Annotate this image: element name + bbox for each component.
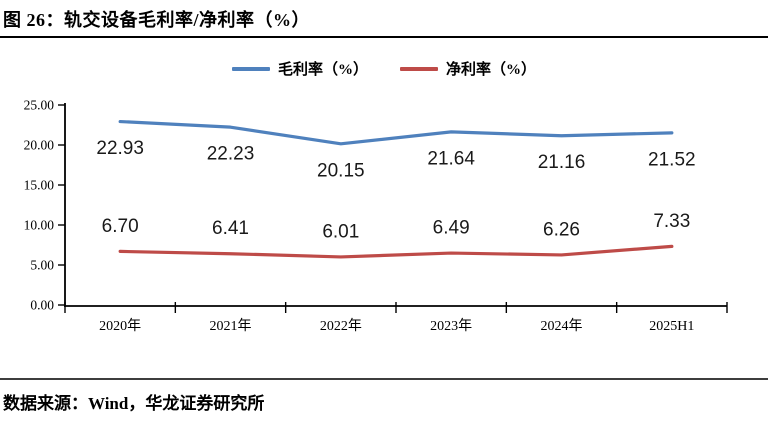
y-tick-label: 20.00 [24,138,55,153]
x-tick-label: 2023年 [430,318,472,334]
x-tick-label: 2022年 [320,318,362,334]
data-label: 6.01 [322,221,359,242]
x-tick-label: 2025H1 [649,319,694,334]
gross-margin-line-swatch [231,66,270,71]
y-tick-label: 15.00 [24,178,55,193]
data-label: 22.93 [96,138,144,159]
data-label: 6.41 [212,218,249,239]
series-line-0 [118,119,674,146]
data-label: 6.49 [433,218,470,239]
title-divider [0,36,768,38]
y-tick-label: 25.00 [24,98,55,113]
data-label: 20.15 [317,160,365,181]
source-divider [0,378,768,380]
data-label: 6.26 [543,219,580,240]
legend-item-gross-margin: 毛利率（%） [231,58,368,79]
legend-label-net-margin: 净利率（%） [446,62,537,78]
data-label: 21.16 [538,152,586,173]
data-label: 22.23 [207,144,255,165]
data-label: 6.70 [102,216,139,237]
y-tick-label: 0.00 [30,298,54,313]
legend-label-gross-margin: 毛利率（%） [277,62,368,78]
x-tick-label: 2021年 [210,318,252,334]
net-margin-line-swatch [400,66,438,71]
chart-legend: 毛利率（%） 净利率（%） [0,58,768,79]
y-tick-label: 10.00 [24,218,55,233]
data-label: 7.33 [653,211,690,232]
x-tick-label: 2024年 [541,318,583,334]
data-label: 21.64 [427,148,475,169]
figure-title: 图 26：轨交设备毛利率/净利率（%） [3,10,310,30]
y-tick-label: 5.00 [30,258,54,273]
data-label: 21.52 [648,149,696,170]
legend-item-net-margin: 净利率（%） [400,58,536,79]
x-tick-label: 2020年 [99,318,141,334]
series-line-1 [118,244,674,259]
data-source: 数据来源：Wind，华龙证券研究所 [3,394,265,413]
